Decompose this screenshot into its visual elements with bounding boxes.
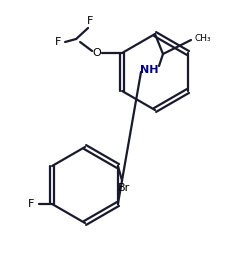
Text: F: F — [28, 199, 34, 209]
Text: F: F — [87, 16, 93, 26]
Text: F: F — [55, 37, 61, 47]
Text: CH₃: CH₃ — [194, 33, 211, 42]
Text: NH: NH — [139, 65, 158, 75]
Text: Br: Br — [117, 183, 129, 193]
Text: O: O — [92, 48, 101, 58]
